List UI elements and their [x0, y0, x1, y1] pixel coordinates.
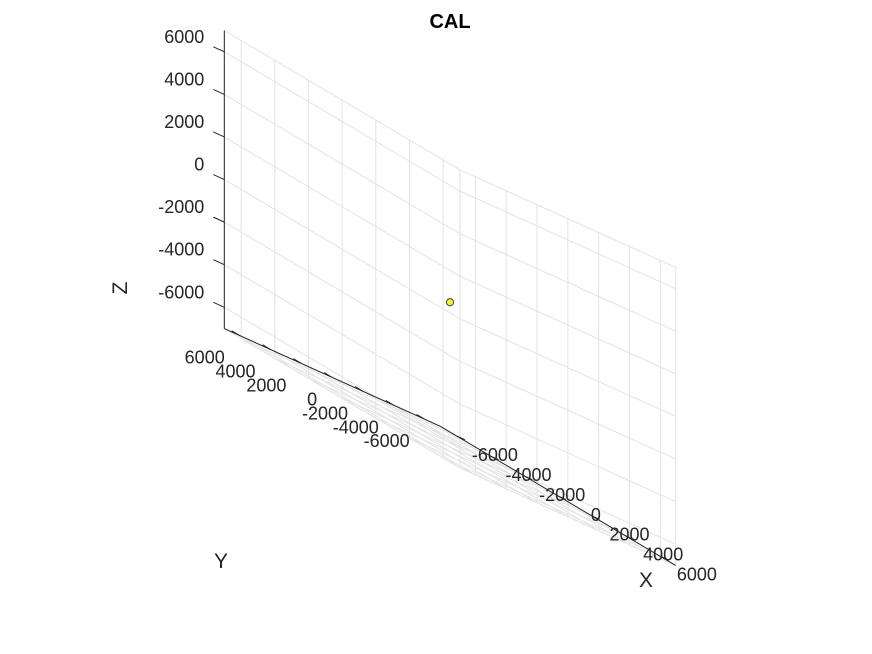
- grid-back-z-5: [224, 136, 461, 277]
- y-tick-label-2: -2000: [302, 403, 348, 423]
- grid-back-z-3: [224, 221, 461, 362]
- grid-floor-y-3: [362, 390, 599, 532]
- z-axis-label: Z: [109, 281, 132, 294]
- data-point-0: [445, 298, 455, 307]
- grid-floor-y-6: [270, 349, 507, 490]
- y-tick-mark-2: [354, 386, 364, 392]
- x-tick-mark-2: [524, 475, 533, 480]
- z-tick-mark-0: [213, 301, 225, 308]
- y-tick-label-1: -4000: [333, 417, 379, 437]
- grid-back-z-0: [224, 328, 461, 469]
- y-tick-label-6: 6000: [185, 348, 225, 368]
- y-axis-label: Y: [214, 550, 228, 573]
- grid-side-z-1: [459, 446, 676, 545]
- grid-back-z-4: [224, 179, 461, 320]
- z-tick-mark-1: [213, 259, 225, 266]
- x-tick-mark-5: [624, 535, 634, 540]
- grid-floor-y-4: [331, 376, 569, 518]
- grid-side-z-7: [459, 190, 676, 290]
- z-tick-mark-5: [213, 88, 225, 95]
- grid-back-z-7: [224, 51, 461, 192]
- grid-floor-y-7: [239, 335, 476, 476]
- z-tick-label-3: 0: [194, 155, 204, 175]
- y-tick-label-4: 2000: [246, 375, 286, 395]
- grid-side-z-4: [459, 318, 676, 417]
- z-tick-label-2: -2000: [158, 197, 204, 217]
- point-layer: [445, 298, 455, 307]
- x-tick-mark-4: [591, 515, 600, 520]
- tick-layer: -6000-4000-20000200040006000-6000-4000-2…: [158, 27, 717, 585]
- z-tick-label-4: 2000: [164, 112, 204, 132]
- grid-back-z-1: [224, 306, 461, 448]
- y-tick-label-0: -6000: [364, 431, 410, 451]
- grid-back-z-8: [224, 30, 461, 171]
- grid-floor-y-5: [301, 363, 538, 504]
- y-tick-label-3: 0: [307, 389, 317, 409]
- x-axis-label: X: [639, 569, 653, 592]
- x-tick-label-4: 2000: [610, 525, 650, 545]
- grid-side-z-0: [459, 467, 676, 566]
- z-tick-label-1: -4000: [158, 240, 204, 260]
- grid-floor-y-2: [393, 404, 630, 545]
- grid-floor-y-1: [424, 418, 661, 559]
- chart-title: CAL: [429, 11, 470, 33]
- grid-side-z-6: [459, 233, 676, 332]
- grid-side-z-3: [459, 360, 676, 460]
- y-tick-mark-5: [262, 344, 271, 350]
- x-tick-label-0: -6000: [472, 445, 518, 465]
- y-tick-mark-4: [293, 358, 302, 364]
- y-tick-label-5: 4000: [216, 362, 256, 382]
- grid-side-z-2: [459, 403, 676, 503]
- axis-layer: [223, 30, 676, 566]
- z-tick-mark-6: [213, 46, 225, 53]
- z-tick-mark-3: [213, 174, 225, 181]
- x-tick-mark-3: [557, 495, 567, 500]
- x-tick-label-5: 4000: [643, 545, 683, 565]
- y-tick-mark-3: [323, 372, 333, 378]
- x-tick-label-1: -4000: [506, 465, 552, 485]
- grid-side-z-8: [459, 169, 676, 268]
- grid-back-z-6: [224, 93, 461, 235]
- z-tick-mark-4: [213, 131, 225, 138]
- x-tick-label-3: 0: [591, 505, 601, 525]
- x-tick-label-2: -2000: [539, 485, 585, 505]
- grid-back-z-2: [224, 264, 461, 405]
- z-tick-label-6: 6000: [164, 27, 204, 47]
- x-tick-mark-1: [490, 455, 499, 461]
- z-tick-label-0: -6000: [158, 282, 204, 302]
- x-tick-mark-0: [456, 435, 466, 441]
- y-tick-mark-6: [231, 330, 240, 336]
- x-tick-label-6: 6000: [677, 565, 717, 585]
- y-tick-mark-1: [385, 400, 395, 406]
- grid-layer: [223, 30, 677, 566]
- grid-side-z-5: [459, 275, 676, 375]
- x-tick-mark-6: [658, 555, 668, 560]
- y-tick-mark-0: [416, 413, 425, 420]
- z-tick-mark-2: [213, 216, 225, 223]
- z-tick-label-5: 4000: [164, 69, 204, 89]
